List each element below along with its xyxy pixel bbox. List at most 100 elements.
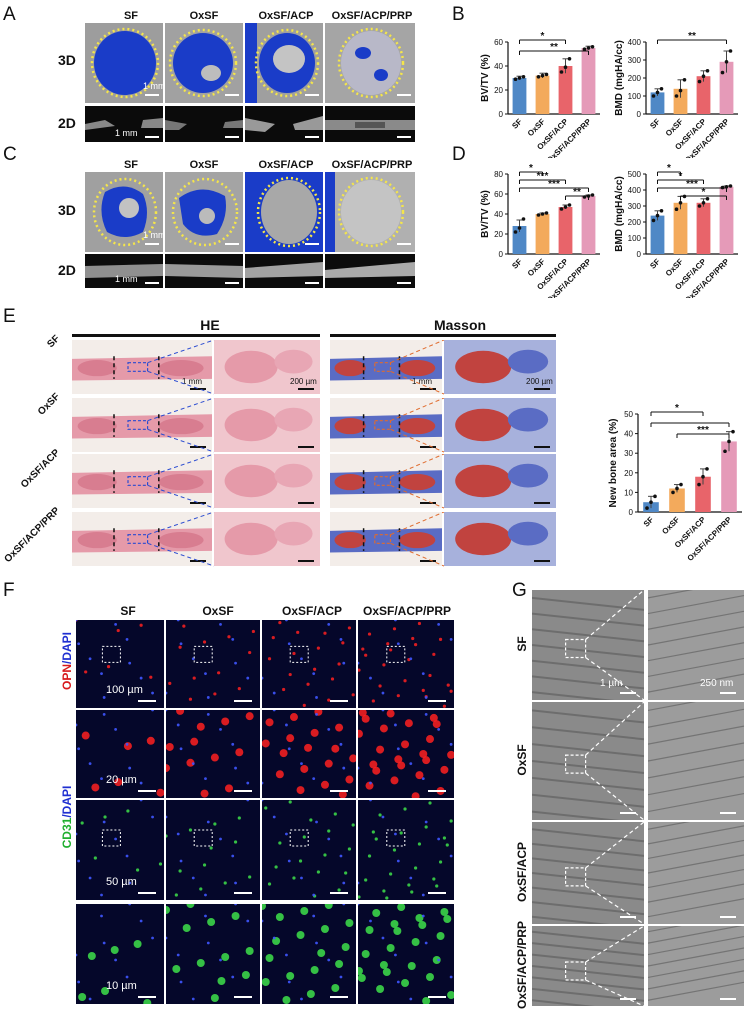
bone-left (77, 531, 117, 549)
a-header-sf: SF (123, 10, 139, 22)
zoom-tissue-b (274, 349, 313, 374)
f-image-r3-c3-render (358, 904, 454, 1004)
opn-signal (338, 790, 347, 798)
dapi-nucleus (191, 762, 195, 766)
cd31-signal (103, 815, 107, 819)
opn-signal (248, 650, 252, 655)
sig-label: *** (548, 179, 560, 190)
collagen-fiber (648, 776, 744, 796)
scale-bar (420, 388, 436, 390)
bone-left (334, 359, 366, 377)
f-image-r1-c1-render (166, 710, 254, 798)
scale-bar (298, 388, 314, 390)
cd31-signal (372, 909, 381, 917)
f-label-cd31: CD31 (60, 817, 74, 849)
e-masson-high-0-render (444, 340, 556, 394)
opn-signal (267, 657, 272, 661)
g-row-label-1: OxSF (515, 744, 529, 776)
a-3d-scale-bar-oxsf (225, 94, 239, 96)
zoom-box (374, 362, 392, 372)
data-point (521, 75, 526, 79)
cd31-signal (365, 926, 374, 934)
data-point (705, 197, 710, 201)
data-point (674, 94, 679, 98)
dapi-nucleus (76, 832, 78, 836)
opn-signal (323, 631, 327, 635)
opn-signal (289, 713, 298, 722)
dapi-nucleus (272, 691, 276, 695)
bone-left (77, 473, 117, 491)
opn-signal (429, 713, 438, 722)
a-3d-sf-render (85, 23, 163, 103)
opn-signal (367, 632, 372, 636)
a-3d-oxsf-render (165, 23, 243, 103)
dapi-nucleus (339, 637, 343, 641)
opn-signal (364, 653, 368, 657)
opn-signal (114, 778, 123, 787)
opn-signal (361, 714, 370, 723)
bar-oxsf-acp (696, 76, 711, 114)
opn-signal (379, 724, 388, 733)
opn-signal (331, 744, 340, 753)
cd31-signal (178, 869, 182, 873)
data-point (536, 75, 541, 79)
data-point (671, 490, 675, 495)
cd31-signal (188, 828, 193, 832)
f-image-r1-c3 (358, 710, 454, 798)
opn-signal (106, 665, 111, 669)
g-image-r2-c1 (648, 822, 744, 924)
cd31-signal (442, 836, 446, 840)
scale-label: 200 µm (290, 377, 317, 386)
dapi-nucleus (204, 777, 207, 781)
data-point (697, 79, 702, 84)
cd31-signal (275, 913, 284, 921)
dapi-nucleus (114, 727, 117, 731)
zoom-box (127, 362, 149, 372)
collagen-fiber (648, 970, 744, 990)
cd31-signal (213, 822, 217, 826)
a-3d-oxsf-acp-prp-render (325, 23, 415, 103)
g-image-r3-c0-render (532, 926, 644, 1006)
e-masson-low-2 (330, 454, 442, 508)
f-header-oxsf: OxSF (202, 604, 234, 618)
sig-label: * (541, 31, 545, 42)
data-point (590, 193, 595, 197)
y-tick-label: 40 (624, 430, 633, 439)
sig-label: * (702, 187, 706, 198)
dapi-nucleus (128, 881, 132, 885)
opn-signal (404, 719, 413, 728)
cd31-signal (333, 812, 337, 816)
data-point (679, 482, 683, 487)
c-2d-oxsf-render (165, 264, 243, 278)
collagen-fiber (648, 642, 744, 662)
f-label-opn-dapi: OPN/DAPI (60, 606, 74, 716)
opn-signal (200, 789, 209, 798)
collagen-fiber (532, 644, 644, 658)
panel-letter-d: D (452, 144, 466, 165)
zoom-tissue-a (224, 522, 278, 556)
cd31-signal (298, 859, 303, 863)
zoom-box (374, 476, 392, 486)
opn-signal (411, 636, 415, 641)
g-expand-top (585, 702, 644, 756)
g-image-r1-c0-render (532, 702, 644, 820)
collagen-fiber (648, 673, 744, 693)
dapi-nucleus (424, 713, 428, 716)
cd31-signal (309, 818, 313, 822)
dapi-nucleus (287, 642, 291, 646)
opn-signal (426, 735, 434, 744)
a-2d-scale-label: 1 mm (115, 128, 138, 138)
bar-oxsf-acp (558, 207, 573, 254)
bone-right (399, 359, 436, 377)
dapi-nucleus (179, 980, 183, 984)
data-point (678, 88, 683, 93)
dapi-nucleus (246, 919, 250, 923)
dapi-nucleus (176, 832, 180, 836)
collagen-fiber (648, 868, 744, 889)
opn-signal (81, 731, 90, 740)
opn-signal (390, 776, 399, 785)
y-tick-label: 0 (499, 250, 504, 259)
g-image-r1-c1-render (648, 702, 744, 813)
